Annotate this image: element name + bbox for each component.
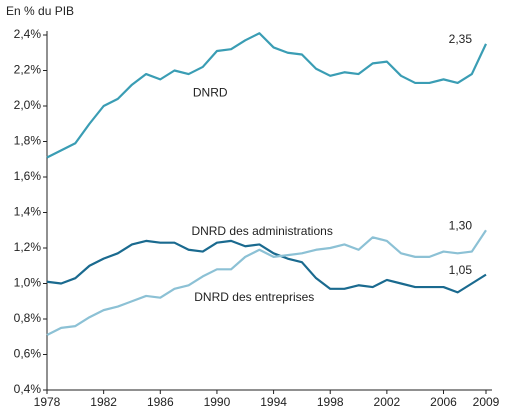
y-tick-label: 1,6% bbox=[14, 169, 42, 183]
y-tick-label: 2,2% bbox=[14, 63, 42, 77]
x-tick-label: 2009 bbox=[473, 395, 500, 409]
y-tick-label: 1,0% bbox=[14, 276, 42, 290]
x-tick-label: 1998 bbox=[317, 395, 344, 409]
y-tick-label: 1,4% bbox=[14, 205, 42, 219]
value-label: 1,30 bbox=[449, 218, 473, 232]
y-axis-title: En % du PIB bbox=[6, 4, 74, 18]
series-label: DNRD des entreprises bbox=[194, 290, 314, 304]
y-tick-label: 0,4% bbox=[14, 382, 42, 396]
y-tick-label: 1,8% bbox=[14, 134, 42, 148]
y-tick-label: 0,8% bbox=[14, 311, 42, 325]
x-tick-label: 2002 bbox=[374, 395, 401, 409]
value-label: 2,35 bbox=[449, 32, 473, 46]
y-tick-label: 0,6% bbox=[14, 347, 42, 361]
x-tick-label: 1994 bbox=[260, 395, 287, 409]
x-tick-label: 1982 bbox=[90, 395, 117, 409]
y-tick-label: 1,2% bbox=[14, 240, 42, 254]
x-tick-label: 1990 bbox=[204, 395, 231, 409]
y-tick-label: 2,0% bbox=[14, 98, 42, 112]
series-label: DNRD bbox=[193, 86, 228, 100]
x-tick-label: 2006 bbox=[430, 395, 457, 409]
series-line bbox=[46, 229, 487, 336]
y-tick-label: 2,4% bbox=[14, 27, 42, 41]
series-label: DNRD des administrations bbox=[191, 224, 332, 238]
series-line bbox=[46, 32, 487, 159]
x-tick-label: 1986 bbox=[147, 395, 174, 409]
series-line bbox=[46, 239, 487, 294]
x-tick-label: 1978 bbox=[34, 395, 61, 409]
value-label: 1,05 bbox=[449, 263, 473, 277]
